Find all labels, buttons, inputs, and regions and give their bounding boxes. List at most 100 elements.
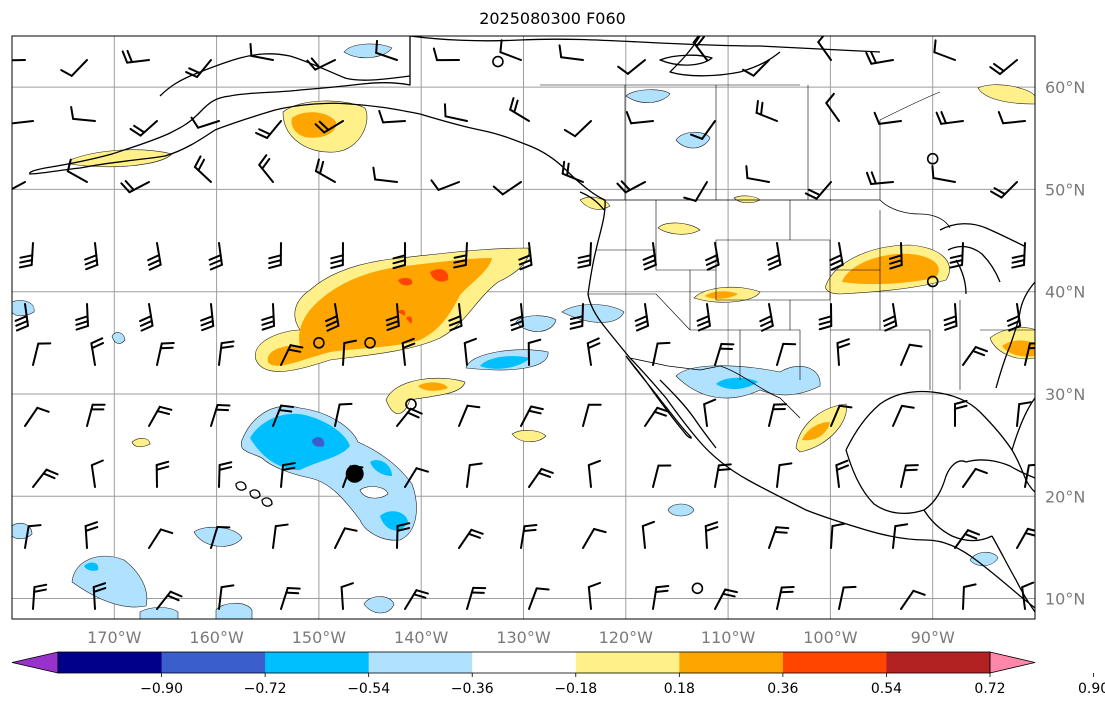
wind-barb [396,522,411,549]
wind-barb [306,57,336,71]
wind-barb [443,103,468,122]
wind-barb [218,461,233,488]
wind-barb [330,242,344,270]
wind-barb [372,166,398,183]
great-lakes [939,223,1025,295]
colorbar-bin [782,652,887,673]
wind-barb [32,342,52,366]
wind-barb [32,468,59,488]
latitude-label: 10°N [1045,590,1085,609]
wind-barb [90,459,104,488]
calm-wind-circle [313,337,325,349]
wind-barb [200,303,215,332]
longitude-label: 100°W [803,628,858,647]
negative-anomaly-core [84,562,99,571]
wind-barb [1006,303,1022,332]
colorbar-tick-label: −0.36 [451,681,494,697]
wind-barb [561,160,584,183]
state-lines [588,200,1035,390]
wind-barb [466,462,483,488]
wind-barb [249,42,274,61]
wind-barb [12,120,34,125]
wind-barb [865,50,894,65]
longitude-label: 170°W [87,628,142,647]
wind-barb [314,120,344,134]
wind-barb [830,522,846,549]
wind-barb [644,406,670,427]
wind-barb [714,342,735,366]
positive-anomaly-core [802,422,830,441]
wind-barb [882,303,898,332]
storm-center-marker [345,464,364,483]
hudson-shore [669,36,781,77]
wind-barb [210,403,231,427]
wind-barb [962,346,988,366]
wind-barb [378,109,406,124]
latitude-label: 60°N [1045,78,1085,97]
longitude-label: 90°W [911,628,955,647]
wind-barb [768,403,788,427]
map-frame [11,35,1036,620]
wind-barb [430,179,460,191]
negative-anomaly-area [675,131,711,149]
wind-barb [208,242,223,271]
wind-barb [755,99,778,122]
east-coast [995,281,1035,389]
wind-barb [838,585,857,610]
alaska-coastline [29,36,606,201]
positive-anomaly-area [131,438,151,448]
wind-barb [148,405,173,427]
wind-barb [261,303,276,331]
wind-barb [324,303,340,332]
wind-barb [190,116,220,129]
calm-wind-circle [691,582,704,595]
negative-anomaly-core [370,459,392,476]
baja-california [625,355,692,439]
wind-barbs [12,36,1035,610]
wind-barb [616,180,646,194]
wind-barb [334,402,353,427]
negative-anomaly-strong [312,437,325,447]
wind-barb [499,39,522,61]
wind-barb [558,44,584,61]
colorbar-frame [57,651,991,674]
wind-barb [563,120,592,138]
colorbar-min-extend [11,651,59,674]
latitude-label: 30°N [1045,385,1085,404]
negative-anomaly-area [667,503,695,517]
wind-barb [218,584,235,610]
wind-barb [888,242,903,270]
arctic-coast [409,36,881,53]
wind-barb [892,523,909,549]
negative-anomaly-area [12,300,35,317]
colorbar-tick-label: 0.36 [767,681,798,697]
wind-barb [129,120,158,137]
us-canada-border [604,199,951,229]
negative-anomaly-area [215,602,253,619]
wind-barb [900,464,919,488]
wind-barb [375,39,398,61]
negative-anomaly-core [716,377,758,390]
wind-barb [582,403,602,427]
colorbar-bin [575,652,680,673]
wind-barb [1011,242,1026,269]
wind-barb [617,59,646,75]
wind-barb [32,583,48,610]
wind-barb [12,59,26,62]
wind-barb [255,120,282,139]
markers [313,55,939,595]
wind-barb [147,242,162,271]
wind-barb [280,344,304,366]
wind-barb [742,59,770,77]
wind-barb [258,154,274,183]
wind-barb [705,242,720,271]
wind-barb [448,303,463,332]
latitude-labels: 60°N 50°N 40°N 30°N 20°N 10°N [1045,78,1085,608]
wind-barb [776,585,795,610]
wind-barb [818,303,833,331]
wind-barb [401,337,416,366]
longitude-label: 130°W [496,628,551,647]
wind-barb [155,460,170,488]
wind-barb [835,459,850,488]
